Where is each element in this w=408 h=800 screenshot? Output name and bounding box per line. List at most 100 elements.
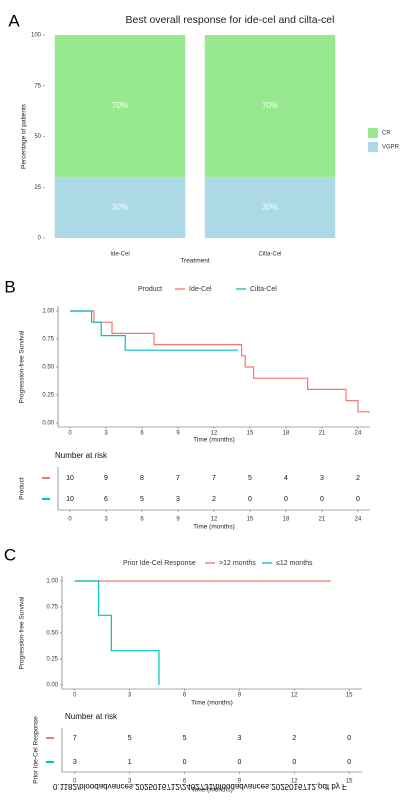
risk-value: 3 xyxy=(320,475,324,482)
value-label: 70% xyxy=(262,101,278,110)
y-tick-label: 0.00 xyxy=(46,683,58,689)
y-tick-label: 1.00 xyxy=(42,309,54,315)
risk-value: 5 xyxy=(128,735,132,742)
x-tick-label: Cilta-Cel xyxy=(258,252,281,258)
panel-label: C xyxy=(4,545,16,564)
x-axis-label: Treatment xyxy=(180,258,210,265)
risk-value: 0 xyxy=(320,496,324,503)
y-axis-label: Progression-free Survival xyxy=(19,596,26,670)
x-tick-label: 18 xyxy=(283,431,290,437)
y-tick-label: 0.25 xyxy=(42,393,54,399)
legend-label: Cilta-Cel xyxy=(250,286,277,293)
risk-x-tick-label: 18 xyxy=(283,517,290,523)
y-tick-label: 25 xyxy=(34,185,41,191)
bar-segment xyxy=(54,35,186,178)
survival-curve xyxy=(70,310,238,351)
legend-label: CR xyxy=(382,131,391,137)
risk-table-title: Number at risk xyxy=(65,712,118,721)
risk-x-tick-label: 9 xyxy=(176,517,180,523)
legend-title: Prior Ide-Cel Response xyxy=(123,560,196,567)
risk-value: 0 xyxy=(284,496,288,503)
x-axis-label: Time (months) xyxy=(193,437,235,444)
y-tick-label: 0.00 xyxy=(42,421,54,427)
y-tick-label: 1.00 xyxy=(46,579,58,585)
y-tick-label: 100 xyxy=(31,33,42,39)
legend-title: Product xyxy=(138,286,162,293)
risk-value: 3 xyxy=(176,496,180,503)
risk-x-axis-label: Time (months) xyxy=(193,524,235,531)
x-tick-label: 21 xyxy=(319,431,326,437)
risk-value: 0 xyxy=(237,759,241,766)
risk-value: 7 xyxy=(176,475,180,482)
risk-x-tick-label: 3 xyxy=(104,517,108,523)
risk-table-title: Number at risk xyxy=(55,451,108,460)
bar-segment xyxy=(204,177,336,238)
x-tick-label: 0 xyxy=(68,431,72,437)
legend-label: ≤12 months xyxy=(276,560,313,567)
risk-x-tick-label: 6 xyxy=(183,779,187,785)
x-tick-label: 12 xyxy=(211,431,218,437)
x-tick-label: 15 xyxy=(247,431,254,437)
y-tick-label: 75 xyxy=(34,83,41,89)
risk-x-tick-label: 3 xyxy=(128,779,132,785)
risk-y-axis-label: Product xyxy=(19,477,26,500)
risk-value: 5 xyxy=(183,735,187,742)
risk-x-tick-label: 21 xyxy=(319,517,326,523)
risk-value: 0 xyxy=(347,759,351,766)
y-tick-label: 0.75 xyxy=(42,337,54,343)
bar-segment xyxy=(54,177,186,238)
risk-value: 2 xyxy=(212,496,216,503)
x-tick-label: 9 xyxy=(238,693,242,699)
x-axis-label: Time (months) xyxy=(191,700,233,707)
x-tick-label: 3 xyxy=(104,431,108,437)
x-tick-label: 3 xyxy=(128,693,132,699)
footer-text: 0.1182/bloodadvances.2025016712/2402731/… xyxy=(53,782,347,791)
risk-x-tick-label: 24 xyxy=(355,517,362,523)
risk-value: 3 xyxy=(73,759,77,766)
bar-segment xyxy=(204,35,336,178)
y-tick-label: 0 xyxy=(38,236,42,242)
x-tick-label: 12 xyxy=(291,693,298,699)
value-label: 30% xyxy=(112,203,128,212)
risk-value: 1 xyxy=(128,759,132,766)
x-tick-label: 24 xyxy=(355,431,362,437)
risk-x-tick-label: 15 xyxy=(346,779,353,785)
risk-value: 5 xyxy=(248,475,252,482)
panel-label: B xyxy=(4,277,15,296)
survival-curve xyxy=(70,310,370,413)
legend-swatch xyxy=(368,128,378,138)
x-tick-label: 9 xyxy=(176,431,180,437)
risk-value: 7 xyxy=(73,735,77,742)
x-tick-label: 6 xyxy=(183,693,187,699)
y-axis-label: Progression-free Survival xyxy=(19,330,26,404)
risk-value: 2 xyxy=(356,475,360,482)
risk-value: 6 xyxy=(104,496,108,503)
risk-value: 10 xyxy=(66,475,74,482)
risk-value: 7 xyxy=(212,475,216,482)
risk-value: 2 xyxy=(292,735,296,742)
risk-value: 4 xyxy=(284,475,288,482)
y-tick-label: 0.50 xyxy=(46,631,58,637)
risk-x-tick-label: 0 xyxy=(73,779,77,785)
x-tick-label: 15 xyxy=(346,693,353,699)
survival-curve xyxy=(74,580,160,685)
legend-swatch xyxy=(368,142,378,152)
risk-x-tick-label: 0 xyxy=(68,517,72,523)
risk-value: 0 xyxy=(183,759,187,766)
risk-value: 5 xyxy=(140,496,144,503)
risk-value: 10 xyxy=(66,496,74,503)
risk-x-tick-label: 9 xyxy=(238,779,242,785)
risk-x-tick-label: 15 xyxy=(247,517,254,523)
risk-x-tick-label: 12 xyxy=(211,517,218,523)
chart-title: Best overall response for ide-cel and ci… xyxy=(126,14,335,26)
y-tick-label: 50 xyxy=(34,134,41,140)
risk-x-axis-label: Time (months) xyxy=(191,787,233,794)
y-tick-label: 0.75 xyxy=(46,605,58,611)
y-tick-label: 0.25 xyxy=(46,657,58,663)
risk-x-tick-label: 6 xyxy=(140,517,144,523)
legend-label: VGPR xyxy=(382,145,400,151)
panel-label: A xyxy=(8,11,20,30)
legend-label: Ide-Cel xyxy=(189,286,212,293)
risk-value: 0 xyxy=(347,735,351,742)
